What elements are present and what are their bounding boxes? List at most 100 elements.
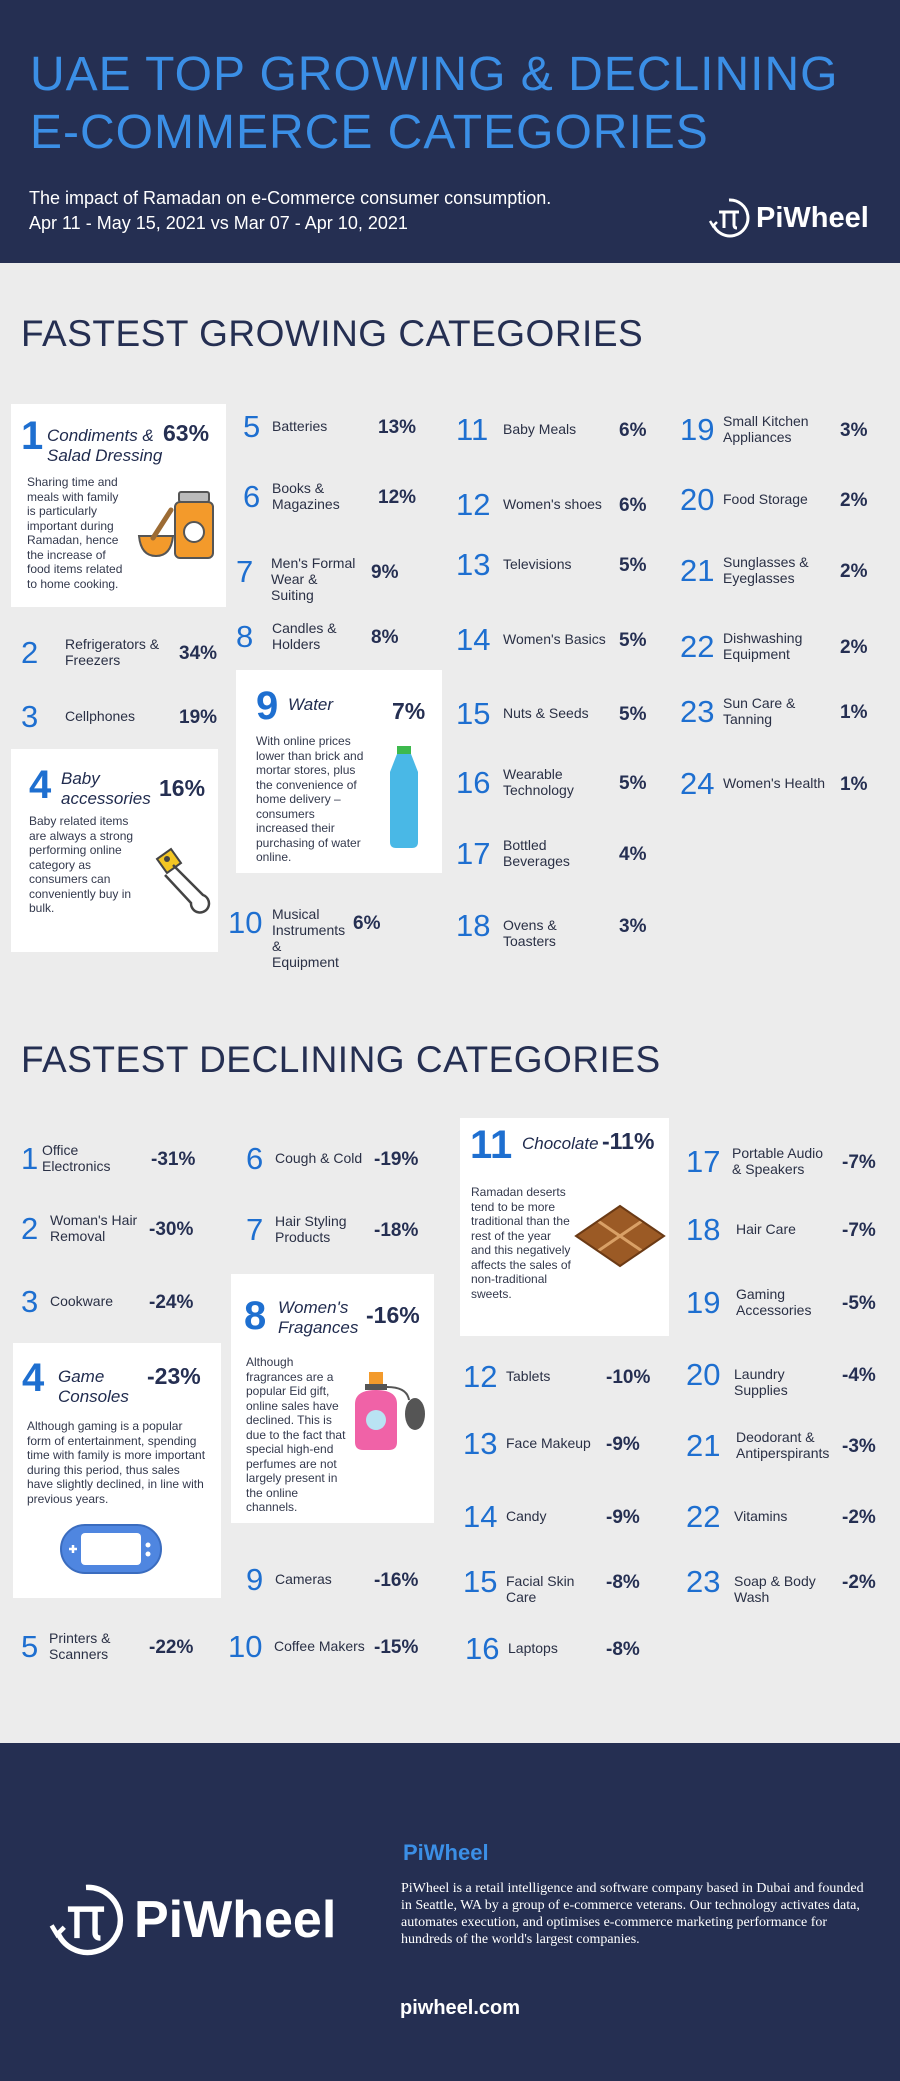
category-label: Laundry Supplies	[734, 1366, 788, 1398]
category-label: Tablets	[506, 1368, 551, 1384]
rank-number: 1	[21, 1141, 39, 1176]
rank-number: 5	[21, 1629, 39, 1664]
percent-value: -2%	[842, 1507, 876, 1528]
percent-value: -19%	[374, 1149, 419, 1170]
percent-value: 6%	[619, 495, 647, 516]
percent-value: 2%	[840, 561, 868, 582]
rank-number: 19	[680, 412, 715, 447]
chocolate-bar-icon	[574, 1204, 666, 1268]
category-label: Condiments & Salad Dressing	[47, 426, 163, 465]
category-description: Although gaming is a popular form of ent…	[27, 1419, 206, 1506]
rank-number: 22	[686, 1499, 721, 1534]
percent-value: 1%	[840, 774, 868, 795]
percent-value: -10%	[606, 1367, 651, 1388]
rank-number: 15	[456, 696, 491, 731]
piwheel-logo-icon	[708, 198, 750, 238]
category-description: With online prices lower than brick and …	[256, 734, 364, 864]
rank-number: 7	[236, 554, 254, 589]
percent-value: 3%	[840, 420, 868, 441]
rank-number: 4	[29, 763, 52, 807]
category-label: Refrigerators & Freezers	[65, 636, 160, 668]
rank-number: 15	[463, 1564, 498, 1599]
rank-number: 24	[680, 766, 715, 801]
declining-section-title: FASTEST DECLINING CATEGORIES	[21, 1039, 661, 1080]
declining-card-game-consoles: 4 Game Consoles -23% Although gaming is …	[13, 1343, 221, 1598]
rank-number: 17	[686, 1144, 721, 1179]
rank-number: 12	[463, 1359, 498, 1394]
category-label: Hair Styling Products	[275, 1213, 347, 1245]
percent-value: 5%	[619, 704, 647, 725]
category-label: Portable Audio & Speakers	[732, 1145, 824, 1177]
percent-value: 6%	[619, 420, 647, 441]
percent-value: -5%	[842, 1293, 876, 1314]
percent-value: 19%	[179, 707, 218, 728]
category-label: Food Storage	[723, 491, 808, 507]
category-label: Water	[288, 695, 334, 714]
game-console-icon	[60, 1524, 162, 1574]
rank-number: 19	[686, 1285, 721, 1320]
website-link[interactable]: piwheel.com	[400, 1997, 521, 2019]
category-label: Men's Formal Wear & Suiting	[271, 555, 356, 603]
rank-number: 9	[246, 1562, 264, 1597]
percent-value: -22%	[149, 1637, 194, 1658]
rank-number: 14	[456, 622, 491, 657]
category-description: Baby related items are always a strong p…	[29, 814, 134, 915]
header-banner: UAE TOP GROWING & DECLINING E-COMMERCE C…	[0, 0, 900, 263]
category-label: Hair Care	[736, 1221, 796, 1237]
piwheel-logo-icon	[49, 1884, 123, 1956]
category-label: Coffee Makers	[274, 1638, 365, 1654]
rank-number: 17	[456, 836, 491, 871]
growing-card-condiments: 1 Condiments & Salad Dressing 63% Sharin…	[11, 404, 226, 607]
category-label: Women's Basics	[503, 631, 606, 647]
rank-number: 18	[456, 908, 491, 943]
rank-number: 10	[228, 1629, 263, 1664]
rank-number: 21	[686, 1428, 721, 1463]
category-label: Vitamins	[734, 1508, 788, 1524]
percent-value: 6%	[353, 913, 381, 934]
percent-value: -15%	[374, 1637, 419, 1658]
rank-number: 23	[686, 1564, 721, 1599]
rank-number: 20	[680, 482, 715, 517]
footer-logo: PiWheel	[48, 1882, 336, 1958]
decline-percent: -16%	[366, 1302, 420, 1328]
percent-value: -16%	[374, 1570, 419, 1591]
percent-value: -18%	[374, 1220, 419, 1241]
rank-number: 18	[686, 1212, 721, 1247]
decline-percent: -11%	[602, 1128, 655, 1154]
rank-number: 12	[456, 487, 491, 522]
category-label: Baby accessories	[61, 769, 151, 808]
category-label: Woman's Hair Removal	[50, 1212, 138, 1244]
footer	[0, 1743, 900, 2081]
category-label: Facial Skin Care	[506, 1573, 575, 1605]
logo-wordmark: PiWheel	[134, 1891, 337, 1949]
growth-percent: 63%	[163, 420, 210, 446]
condiments-jar-icon	[137, 491, 214, 559]
category-label: Women's Fragances	[278, 1298, 359, 1337]
category-label: Candy	[506, 1508, 547, 1524]
water-bottle-icon	[390, 746, 418, 848]
rank-number: 21	[680, 553, 715, 588]
about-text: PiWheel is a retail intelligence and sof…	[401, 1881, 864, 1947]
percent-value: 13%	[378, 417, 417, 438]
safety-pin-icon	[155, 847, 211, 914]
rank-number: 6	[246, 1141, 264, 1176]
category-label: Batteries	[272, 418, 328, 434]
date-range: Apr 11 - May 15, 2021 vs Mar 07 - Apr 10…	[29, 213, 408, 233]
percent-value: 4%	[619, 844, 647, 865]
declining-card-chocolate: 11 Chocolate -11% Ramadan deserts tend t…	[460, 1118, 669, 1336]
subtitle: The impact of Ramadan on e-Commerce cons…	[29, 188, 552, 208]
category-label: Deodorant & Antiperspirants	[736, 1429, 830, 1461]
percent-value: -8%	[606, 1572, 640, 1593]
rank-number: 16	[465, 1631, 500, 1666]
title-line-2: E-COMMERCE CATEGORIES	[30, 106, 709, 159]
category-description: Sharing time and meals with family is pa…	[27, 475, 123, 591]
category-label: Ovens & Toasters	[503, 917, 557, 949]
percent-value: 8%	[371, 627, 399, 648]
category-label: Laptops	[508, 1640, 558, 1656]
percent-value: -9%	[606, 1434, 640, 1455]
category-label: Bottled Beverages	[503, 837, 570, 869]
rank-number: 6	[243, 479, 261, 514]
growing-card-water: 9 Water 7% With online prices lower than…	[236, 670, 442, 873]
rank-number: 16	[456, 765, 491, 800]
category-description: Ramadan deserts tend to be more traditio…	[471, 1185, 571, 1301]
